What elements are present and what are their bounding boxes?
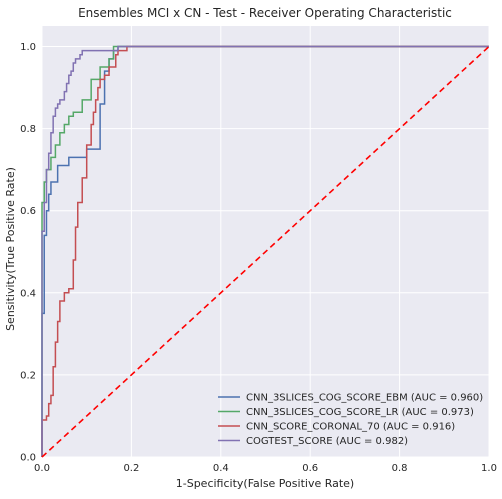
x-tick-label: 0.6 xyxy=(302,463,318,474)
x-tick-label: 0.0 xyxy=(34,463,50,474)
y-tick-label: 0.4 xyxy=(20,288,36,299)
grid-lines xyxy=(41,26,490,458)
y-tick-label: 0.0 xyxy=(20,453,36,464)
legend-entry-label: COGTEST_SCORE (AUC = 0.982) xyxy=(246,436,408,447)
y-tick-label: 0.6 xyxy=(20,206,36,217)
x-tick-label: 0.4 xyxy=(213,463,229,474)
roc-curve-line-4 xyxy=(41,45,489,457)
y-tick-label: 0.8 xyxy=(20,124,36,135)
legend-entry-label: CNN_3SLICES_COG_SCORE_EBM (AUC = 0.960) xyxy=(246,393,483,404)
legend-entry-label: CNN_3SLICES_COG_SCORE_LR (AUC = 0.973) xyxy=(246,407,474,418)
x-axis-label: 1-Specificity(False Positive Rate) xyxy=(176,477,354,490)
chance-diagonal-line xyxy=(41,45,490,458)
x-tick-label: 1.0 xyxy=(481,463,497,474)
x-tick-label: 0.2 xyxy=(123,463,139,474)
chart-title: Ensembles MCI x CN - Test - Receiver Ope… xyxy=(78,6,452,20)
legend-entry-label: CNN_SCORE_CORONAL_70 (AUC = 0.916) xyxy=(246,422,455,433)
x-tick-label: 0.8 xyxy=(392,463,408,474)
y-tick-label: 1.0 xyxy=(20,42,36,53)
roc-curve-line-3 xyxy=(41,45,489,457)
plot-area xyxy=(41,26,490,458)
series-lines xyxy=(41,45,490,458)
legend: CNN_3SLICES_COG_SCORE_EBM (AUC = 0.960) C… xyxy=(218,393,483,447)
y-axis-label: Sensitivity(True Positive Rate) xyxy=(4,167,17,331)
plot-background xyxy=(42,26,489,457)
y-tick-label: 0.2 xyxy=(20,370,36,381)
